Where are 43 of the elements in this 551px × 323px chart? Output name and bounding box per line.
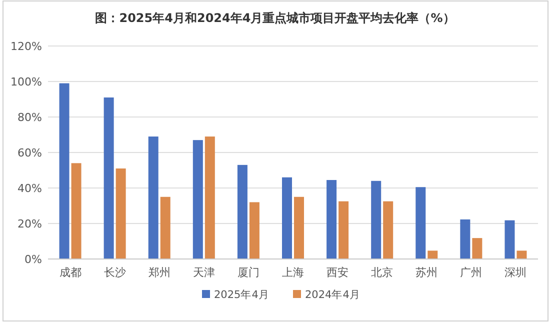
bar	[294, 196, 304, 259]
x-tick-label: 深圳	[504, 266, 527, 279]
x-tick-label: 成都	[59, 266, 82, 279]
x-tick-label: 厦门	[237, 266, 260, 279]
bar	[104, 97, 114, 259]
x-tick-label: 西安	[326, 266, 349, 279]
bar	[428, 250, 438, 259]
bar	[338, 201, 349, 259]
x-tick-label: 郑州	[148, 266, 170, 279]
y-tick-label: 20%	[18, 218, 42, 230]
bar	[383, 201, 394, 259]
y-tick-label: 120%	[10, 40, 42, 53]
y-tick-label: 0%	[24, 253, 42, 266]
bar	[326, 180, 337, 259]
title: 图：2025年4月和2024年4月重点城市项目开盘平均去化率（%）	[95, 11, 455, 25]
legend-label: 2025年4月	[214, 289, 270, 301]
bar	[460, 219, 470, 259]
y-tick-label: 100%	[10, 76, 42, 88]
bar	[371, 180, 382, 259]
bar	[71, 163, 82, 259]
bar	[504, 220, 515, 259]
bar	[59, 83, 70, 259]
x-tick-label: 长沙	[104, 266, 126, 279]
y-tick-label: 60%	[18, 146, 42, 160]
bar	[249, 202, 260, 259]
bar	[148, 136, 158, 259]
bar	[472, 238, 482, 259]
x-tick-label: 天津	[192, 266, 215, 279]
bar	[516, 250, 527, 259]
bar	[192, 140, 203, 259]
x-tick-label: 苏州	[416, 266, 438, 279]
y-tick-label: 40%	[18, 182, 42, 195]
x-tick-label: 广州	[460, 266, 482, 279]
bar	[237, 164, 248, 259]
bar	[416, 187, 426, 259]
bar	[160, 196, 170, 259]
x-tick-label: 上海	[282, 266, 304, 279]
x-tick-label: 北京	[371, 266, 394, 279]
bar	[116, 168, 126, 259]
y-tick-label: 80%	[18, 111, 42, 124]
bar	[282, 177, 292, 259]
bar	[204, 136, 215, 259]
legend-label: 2024年4月	[305, 289, 360, 301]
